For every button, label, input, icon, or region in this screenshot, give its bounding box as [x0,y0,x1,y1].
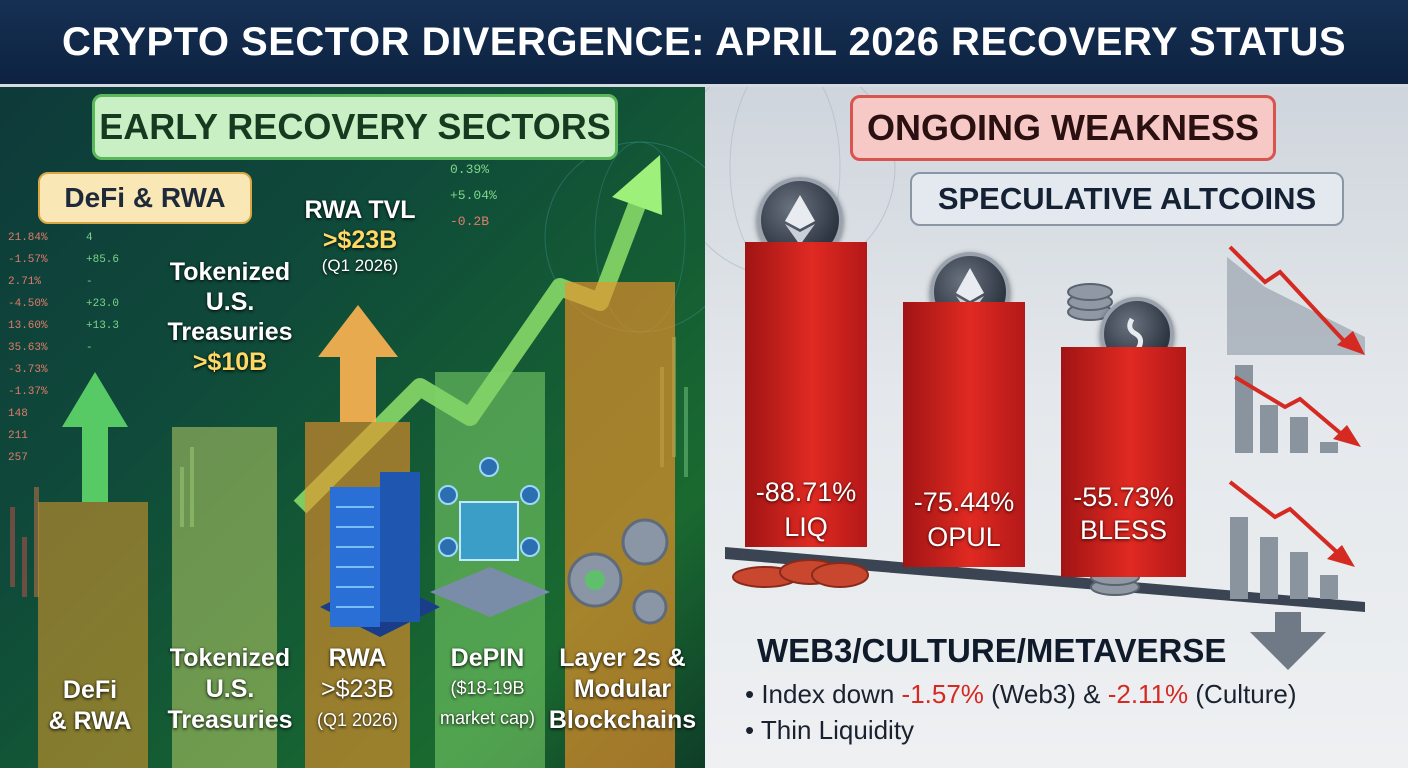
ticker-value: -3.73% [8,364,48,376]
web3-percentage: -1.57% [901,679,984,709]
bar-token-name: LIQ [784,512,828,542]
bullet-text: Index down [761,679,902,709]
page-title: CRYPTO SECTOR DIVERGENCE: APRIL 2026 REC… [61,20,1347,64]
background-candles-graphic [10,141,705,768]
label-line: Treasuries [167,706,293,734]
bullet-icon: • [745,679,762,709]
web3-index-bullet: • Index down -1.57% (Web3) & -2.11% (Cul… [745,679,1385,710]
defi-rwa-badge: DeFi & RWA [38,172,252,224]
ticker-value: -1.57% [8,254,48,266]
title-bar [0,0,1408,87]
thin-liquidity-bullet: • Thin Liquidity [745,715,1145,746]
label-line: (Q1 2026) [316,710,399,730]
label-line: DeFi [62,676,118,704]
label-line: RWA [328,644,387,672]
callout-value: >$10B [192,348,268,376]
treasuries-callout: Tokenized U.S. Treasuries >$10B [150,257,310,377]
ticker-value: +85.6 [86,254,120,266]
ticker-value: -4.50% [8,298,48,310]
bullet-text: (Culture) [1188,679,1297,709]
ticker-column-top: 0.39% +5.04% -0.2B [450,162,520,240]
ticker-value: 211 [8,430,28,442]
ticker-value: 0.39% [450,162,490,177]
ticker-column-left: 21.84% -1.57% 2.71% -4.50% 13.60% 35.63%… [8,232,68,474]
label-line: & RWA [48,707,132,735]
bullet-icon: • [745,715,761,745]
ticker-value: 2.71% [8,276,42,288]
bullet-text: Thin Liquidity [760,715,915,745]
bar-percentage: -88.71% [755,477,857,507]
rwa-tvl-callout: RWA TVL >$23B (Q1 2026) [285,195,435,277]
rwa-label: RWA >$23B (Q1 2026) [300,643,415,736]
label-line: >$23B [321,675,394,703]
bullet-text: (Web3) & [983,679,1108,709]
ticker-value: 257 [8,452,28,464]
label-line: DePIN [450,644,525,672]
ticker-value: - [86,276,93,288]
ticker-value: 13.60% [8,320,48,332]
ticker-value: +13.3 [86,320,120,332]
label-line: ($18-19B [450,678,525,698]
ticker-value: -1.37% [8,386,48,398]
early-recovery-panel: EARLY RECOVERY SECTORS DeFi & RWA 21.84%… [0,87,705,768]
label-line: market cap) [439,708,536,728]
ticker-value: 35.63% [8,342,48,354]
callout-line: U.S. [205,288,255,316]
label-line: Modular [573,675,672,703]
label-line: Tokenized [169,644,291,672]
early-recovery-heading: EARLY RECOVERY SECTORS [92,94,618,160]
label-line: Layer 2s & [559,644,686,672]
opul-decline-bar: -75.44% OPUL [903,302,1025,567]
ticker-value: - [86,342,93,354]
depin-label: DePIN ($18-19B market cap) [420,643,555,733]
liq-decline-bar: -88.71% LIQ [745,242,867,547]
callout-line: Treasuries [167,318,293,346]
bar-percentage: -75.44% [913,487,1015,517]
label-line: Blockchains [548,706,697,734]
speculative-altcoins-badge: SPECULATIVE ALTCOINS [910,172,1344,226]
ticker-value: 4 [86,232,93,244]
callout-line: RWA TVL [304,196,416,224]
web3-culture-heading: WEB3/CULTURE/METAVERSE [757,632,1227,669]
bar-token-name: BLESS [1079,515,1168,545]
ongoing-weakness-panel: ONGOING WEAKNESS SPECULATIVE ALTCOINS -8… [705,87,1408,768]
callout-line: Tokenized [169,258,291,286]
layer2-label: Layer 2s & Modular Blockchains [545,643,700,736]
ticker-value: +5.04% [450,188,497,203]
label-line: U.S. [205,675,255,703]
ongoing-weakness-heading: ONGOING WEAKNESS [850,95,1276,161]
ticker-value: 148 [8,408,28,420]
defi-rwa-label: DeFi & RWA [30,675,150,737]
tokenized-treasuries-label: Tokenized U.S. Treasuries [155,643,305,736]
ticker-column-right: 4 +85.6 - +23.0 +13.3 - [86,232,136,364]
culture-percentage: -2.11% [1107,679,1189,709]
bless-decline-bar: -55.73% BLESS [1061,347,1186,577]
callout-line: (Q1 2026) [321,256,399,275]
ticker-value: 21.84% [8,232,48,244]
ticker-value: -0.2B [450,214,490,229]
callout-value: >$23B [322,226,398,254]
bar-percentage: -55.73% [1073,482,1174,512]
bar-token-name: OPUL [927,522,1001,552]
ticker-value: +23.0 [86,298,120,310]
